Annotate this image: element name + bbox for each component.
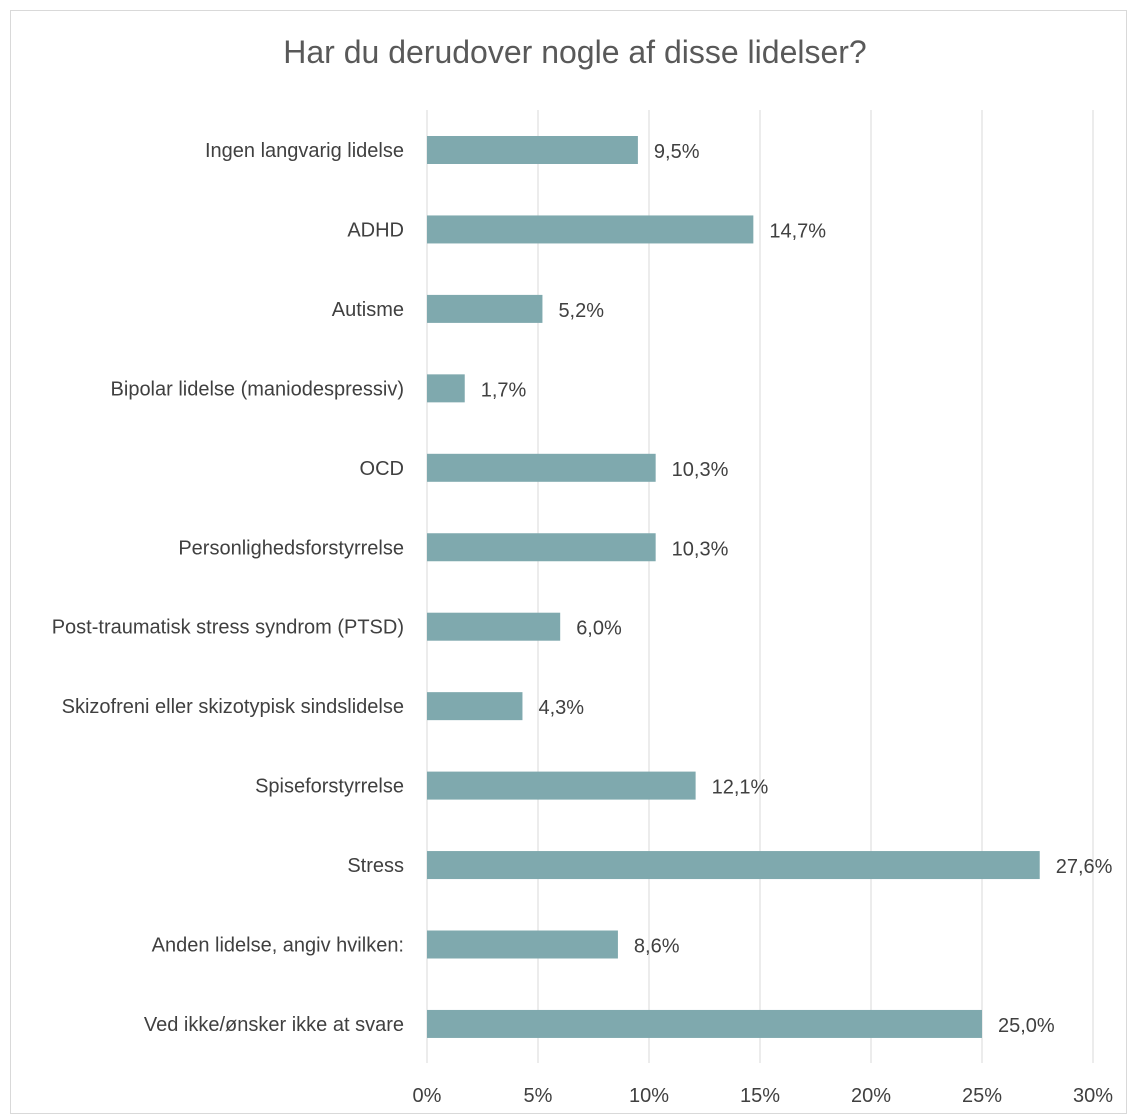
x-tick-label: 10% xyxy=(629,1085,669,1107)
value-label: 6,0% xyxy=(576,618,622,640)
category-label: Autisme xyxy=(332,299,404,321)
x-tick-label: 5% xyxy=(524,1085,553,1107)
category-label: Personlighedsforstyrrelse xyxy=(178,537,404,559)
value-label: 5,2% xyxy=(558,300,604,322)
chart-title: Har du derudover nogle af disse lidelser… xyxy=(283,34,867,70)
bar xyxy=(427,533,656,562)
value-label: 9,5% xyxy=(654,141,700,163)
value-label: 10,3% xyxy=(672,538,729,560)
category-label: Ved ikke/ønsker ikke at svare xyxy=(144,1014,404,1036)
category-label: OCD xyxy=(360,458,404,480)
value-label: 27,6% xyxy=(1056,856,1113,878)
bar xyxy=(427,294,543,323)
chart-frame xyxy=(10,10,1127,1114)
x-tick-label: 0% xyxy=(413,1085,442,1107)
category-label: Skizofreni eller skizotypisk sindslidels… xyxy=(62,696,404,718)
bar xyxy=(427,851,1040,880)
x-tick-label: 15% xyxy=(740,1085,780,1107)
category-label: Post-traumatisk stress syndrom (PTSD) xyxy=(52,617,404,639)
category-label: Ingen langvarig lidelse xyxy=(205,140,404,162)
value-label: 1,7% xyxy=(481,379,527,401)
bar xyxy=(427,374,465,403)
value-label: 25,0% xyxy=(998,1015,1055,1037)
bar xyxy=(427,771,696,800)
category-label: Stress xyxy=(347,855,404,877)
x-tick-label: 20% xyxy=(851,1085,891,1107)
bar xyxy=(427,1009,982,1038)
value-label: 10,3% xyxy=(672,459,729,481)
bar xyxy=(427,612,561,641)
category-label: Bipolar lidelse (maniodespressiv) xyxy=(111,378,404,400)
value-label: 4,3% xyxy=(538,697,584,719)
bar xyxy=(427,453,656,482)
value-label: 12,1% xyxy=(712,777,769,799)
value-label: 14,7% xyxy=(769,220,826,242)
category-label: Anden lidelse, angiv hvilken: xyxy=(152,935,404,957)
bar xyxy=(427,136,638,164)
category-label: Spiseforstyrrelse xyxy=(255,776,404,798)
x-tick-label: 30% xyxy=(1073,1085,1113,1107)
bar xyxy=(427,692,523,721)
x-tick-label: 25% xyxy=(962,1085,1002,1107)
bar xyxy=(427,215,754,244)
value-label: 8,6% xyxy=(634,936,680,958)
category-label: ADHD xyxy=(347,219,404,241)
bar xyxy=(427,930,618,959)
